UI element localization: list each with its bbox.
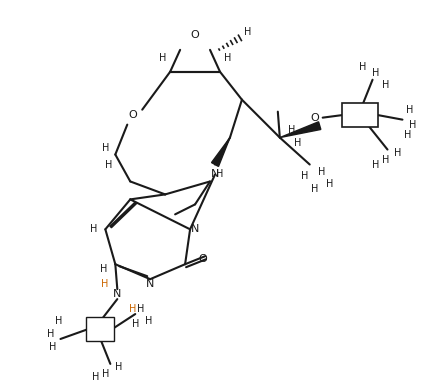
Text: H: H: [288, 124, 296, 134]
Text: H: H: [131, 319, 139, 329]
Text: H: H: [404, 129, 411, 139]
Polygon shape: [212, 137, 230, 167]
Text: H: H: [145, 316, 152, 326]
Text: H: H: [129, 304, 136, 314]
Text: H: H: [92, 372, 99, 382]
Text: H: H: [102, 369, 109, 379]
Text: H: H: [137, 304, 144, 314]
Text: H: H: [382, 80, 389, 90]
Text: H: H: [115, 362, 122, 372]
Text: H: H: [100, 264, 107, 274]
Text: H: H: [102, 142, 109, 152]
Text: N: N: [211, 169, 219, 180]
Text: H: H: [311, 185, 318, 195]
Text: H: H: [159, 53, 167, 63]
Polygon shape: [280, 122, 321, 137]
Text: H: H: [301, 172, 308, 182]
Text: H: H: [318, 167, 325, 177]
Text: O: O: [128, 110, 137, 119]
Text: H: H: [216, 169, 224, 180]
Text: N: N: [113, 289, 121, 299]
Text: H: H: [224, 53, 232, 63]
Text: H: H: [244, 27, 251, 37]
FancyBboxPatch shape: [342, 103, 378, 127]
Text: H: H: [382, 154, 389, 165]
Text: H: H: [105, 159, 112, 170]
Text: H: H: [55, 316, 62, 326]
Text: O: O: [191, 30, 199, 40]
Text: H: H: [406, 105, 413, 115]
Text: O: O: [311, 113, 319, 123]
Text: N: N: [146, 279, 154, 289]
Text: H: H: [326, 180, 333, 190]
FancyBboxPatch shape: [86, 317, 114, 341]
Text: H: H: [372, 159, 379, 170]
Text: H: H: [90, 224, 97, 234]
Text: H: H: [101, 279, 108, 289]
Text: H: H: [394, 147, 401, 157]
Text: O: O: [199, 254, 208, 264]
Text: N: N: [191, 224, 199, 234]
Text: H: H: [359, 62, 366, 72]
Text: Si: Si: [354, 110, 365, 119]
Text: H: H: [372, 68, 379, 78]
Text: Si: Si: [95, 324, 106, 334]
Text: H: H: [47, 329, 54, 339]
Text: H: H: [49, 342, 56, 352]
Text: Si: Si: [95, 324, 106, 334]
Text: H: H: [294, 137, 301, 147]
Text: H: H: [409, 119, 416, 129]
